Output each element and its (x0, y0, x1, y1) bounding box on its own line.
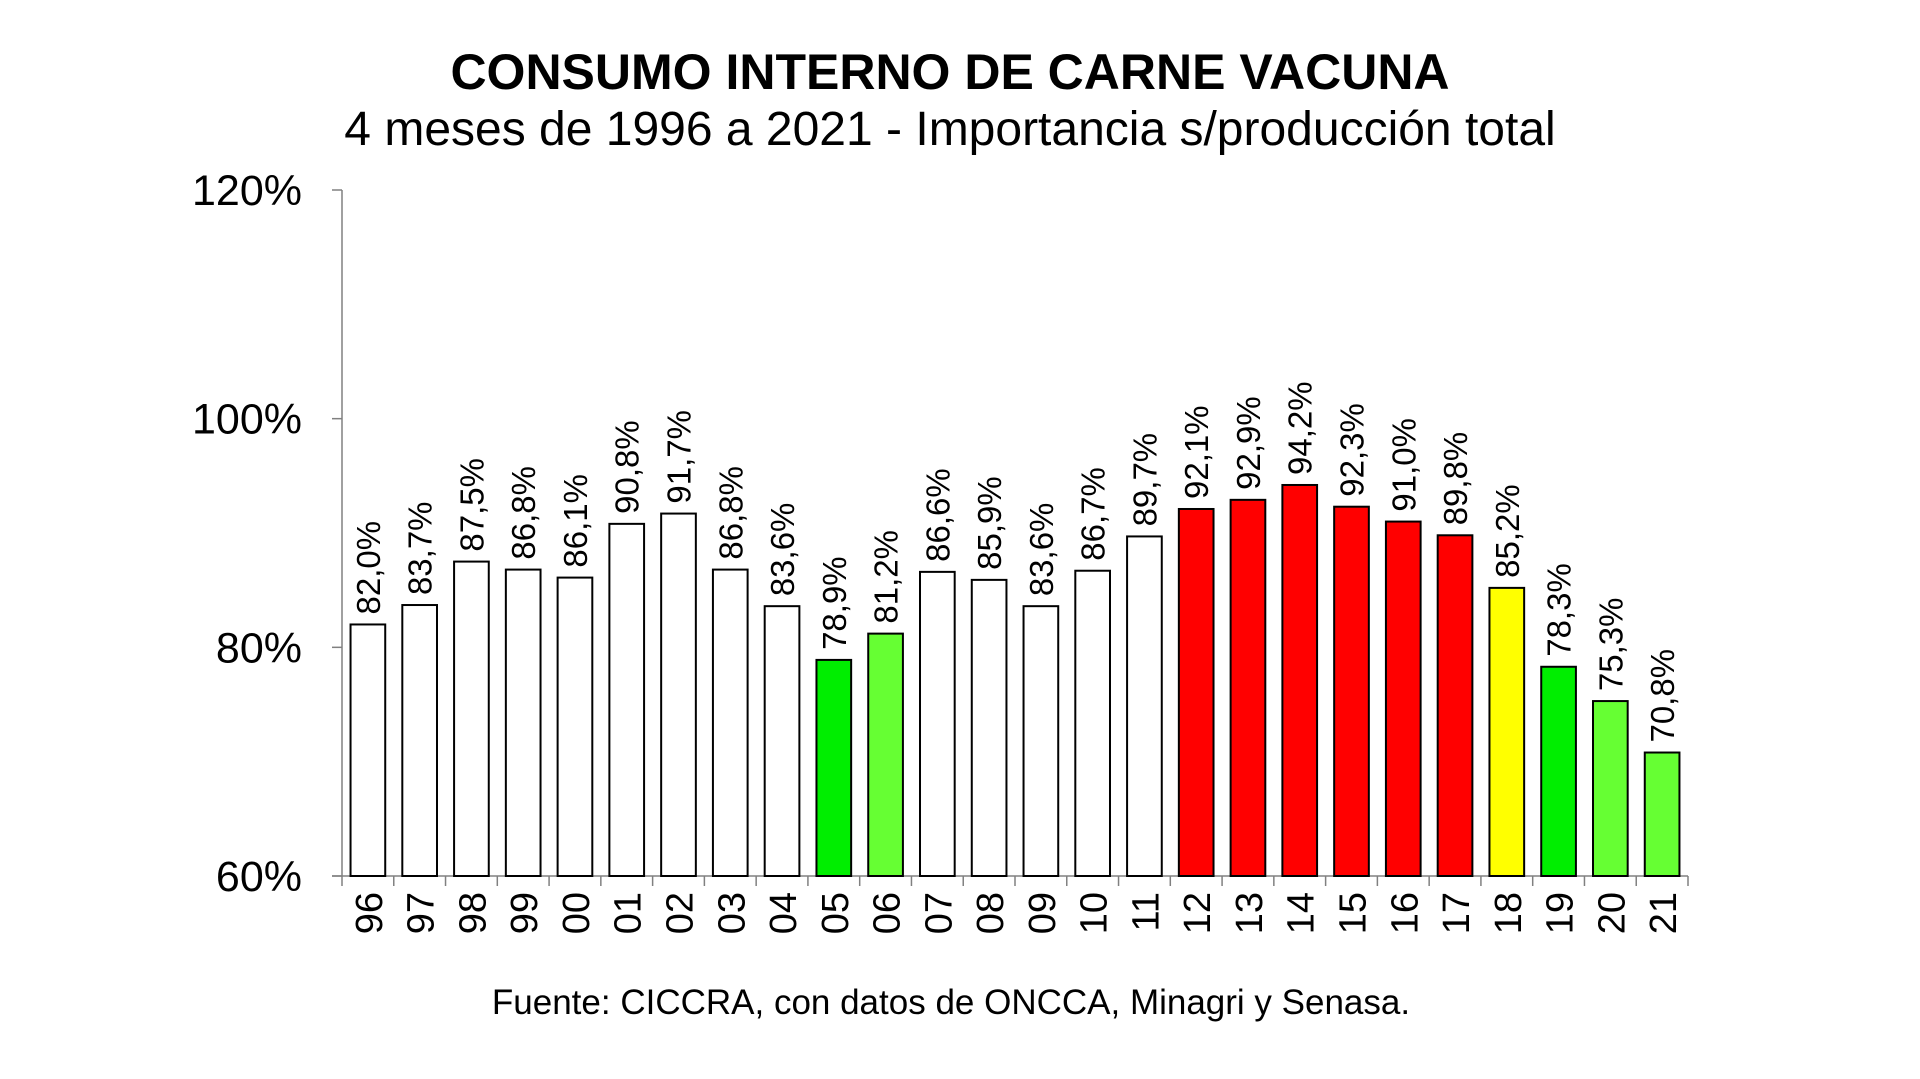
data-label: 85,2% (1489, 484, 1526, 578)
x-tick-label: 03 (711, 892, 753, 934)
data-label: 83,6% (1023, 503, 1060, 597)
bar-17 (1436, 534, 1474, 878)
data-label: 90,8% (609, 420, 646, 514)
bar-99 (504, 568, 542, 877)
bar-14 (1281, 483, 1319, 877)
bar-97 (401, 604, 438, 878)
x-tick-label: 04 (763, 892, 805, 934)
x-tick-label: 96 (349, 892, 391, 934)
data-label: 94,2% (1282, 381, 1319, 475)
x-tick-label: 01 (608, 892, 650, 934)
chart-subtitle: 4 meses de 1996 a 2021 - Importancia s/p… (344, 103, 1555, 156)
data-label: 83,6% (764, 503, 801, 597)
bar-12 (1177, 507, 1215, 877)
bar-01 (608, 522, 646, 877)
x-tick-label: 14 (1281, 892, 1323, 934)
data-label: 92,1% (1178, 405, 1215, 499)
x-tick-label: 17 (1436, 892, 1478, 934)
data-label: 87,5% (453, 458, 490, 552)
bar-03 (711, 568, 749, 877)
x-tick-label: 13 (1229, 892, 1271, 934)
bar-18 (1488, 586, 1526, 877)
y-tick-label: 120% (192, 167, 302, 215)
data-label: 91,0% (1385, 418, 1422, 512)
bar-10 (1074, 569, 1111, 877)
data-label: 75,3% (1592, 597, 1629, 691)
bar-13 (1229, 498, 1267, 877)
chart-title: CONSUMO INTERNO DE CARNE VACUNA (450, 44, 1449, 100)
data-label: 91,7% (661, 410, 698, 504)
data-label: 70,8% (1644, 649, 1681, 743)
source-note: Fuente: CICCRA, con datos de ONCCA, Mina… (492, 983, 1410, 1022)
x-axis-ticks: 96 97 98 99 00 01 02 03 04 05 06 07 08 09 10 11 12 13 14 15… (341, 876, 1689, 934)
bar-21 (1643, 751, 1681, 878)
x-tick-label: 11 (1125, 892, 1167, 931)
data-label: 78,3% (1541, 563, 1578, 657)
x-tick-label: 99 (504, 892, 546, 934)
x-tick-label: 20 (1591, 892, 1633, 934)
data-label: 89,8% (1437, 432, 1474, 526)
bar-05 (815, 658, 853, 877)
x-tick-label: 09 (1022, 892, 1064, 934)
bar-02 (660, 512, 697, 878)
data-label: 82,0% (350, 521, 387, 615)
y-axis-ticks: 60% 80% 100% 120% (192, 167, 342, 901)
x-tick-label: 00 (556, 892, 598, 934)
bar-00 (556, 576, 594, 878)
data-label: 78,9% (816, 556, 853, 650)
bar-09 (1022, 605, 1060, 877)
bar-11 (1126, 535, 1163, 877)
x-tick-label: 12 (1177, 892, 1219, 934)
data-labels: 82,0% 83,7% 87,5% 86,8% 86,1% 90,8% 91,7% 86,8%… (350, 381, 1681, 742)
data-label: 86,1% (557, 474, 594, 568)
x-tick-label: 21 (1643, 892, 1685, 934)
x-tick-label: 02 (660, 892, 702, 934)
x-tick-label: 08 (970, 892, 1012, 934)
y-tick-label: 80% (216, 624, 302, 672)
data-label: 92,9% (1230, 396, 1267, 490)
x-tick-label: 98 (452, 892, 494, 934)
x-tick-label: 16 (1384, 892, 1426, 934)
data-label: 89,7% (1126, 433, 1163, 527)
bar-98 (453, 560, 490, 877)
x-tick-label: 07 (918, 892, 960, 934)
bar-96 (349, 623, 387, 878)
x-tick-label: 06 (867, 892, 909, 934)
data-label: 86,8% (712, 466, 749, 560)
bar-19 (1540, 665, 1577, 878)
x-tick-label: 97 (401, 892, 443, 934)
x-tick-label: 18 (1488, 892, 1530, 934)
x-tick-label: 15 (1333, 892, 1375, 934)
bar-20 (1592, 700, 1629, 877)
bar-15 (1333, 505, 1370, 877)
bar-08 (970, 578, 1008, 877)
bars (349, 483, 1681, 878)
data-label: 86,8% (505, 466, 542, 560)
data-label: 81,2% (868, 530, 905, 624)
bar-16 (1384, 520, 1422, 877)
x-tick-label: 10 (1074, 892, 1116, 934)
bar-04 (763, 605, 801, 877)
y-tick-label: 60% (216, 853, 302, 901)
data-label: 92,3% (1334, 403, 1371, 497)
x-tick-label: 19 (1540, 892, 1582, 934)
y-tick-label: 100% (192, 396, 302, 444)
data-label: 83,7% (402, 501, 439, 595)
data-label: 86,6% (919, 468, 956, 562)
bar-07 (919, 570, 956, 878)
bar-06 (867, 632, 904, 878)
x-tick-label: 05 (815, 892, 857, 934)
data-label: 86,7% (1075, 467, 1112, 561)
data-label: 85,9% (971, 476, 1008, 570)
